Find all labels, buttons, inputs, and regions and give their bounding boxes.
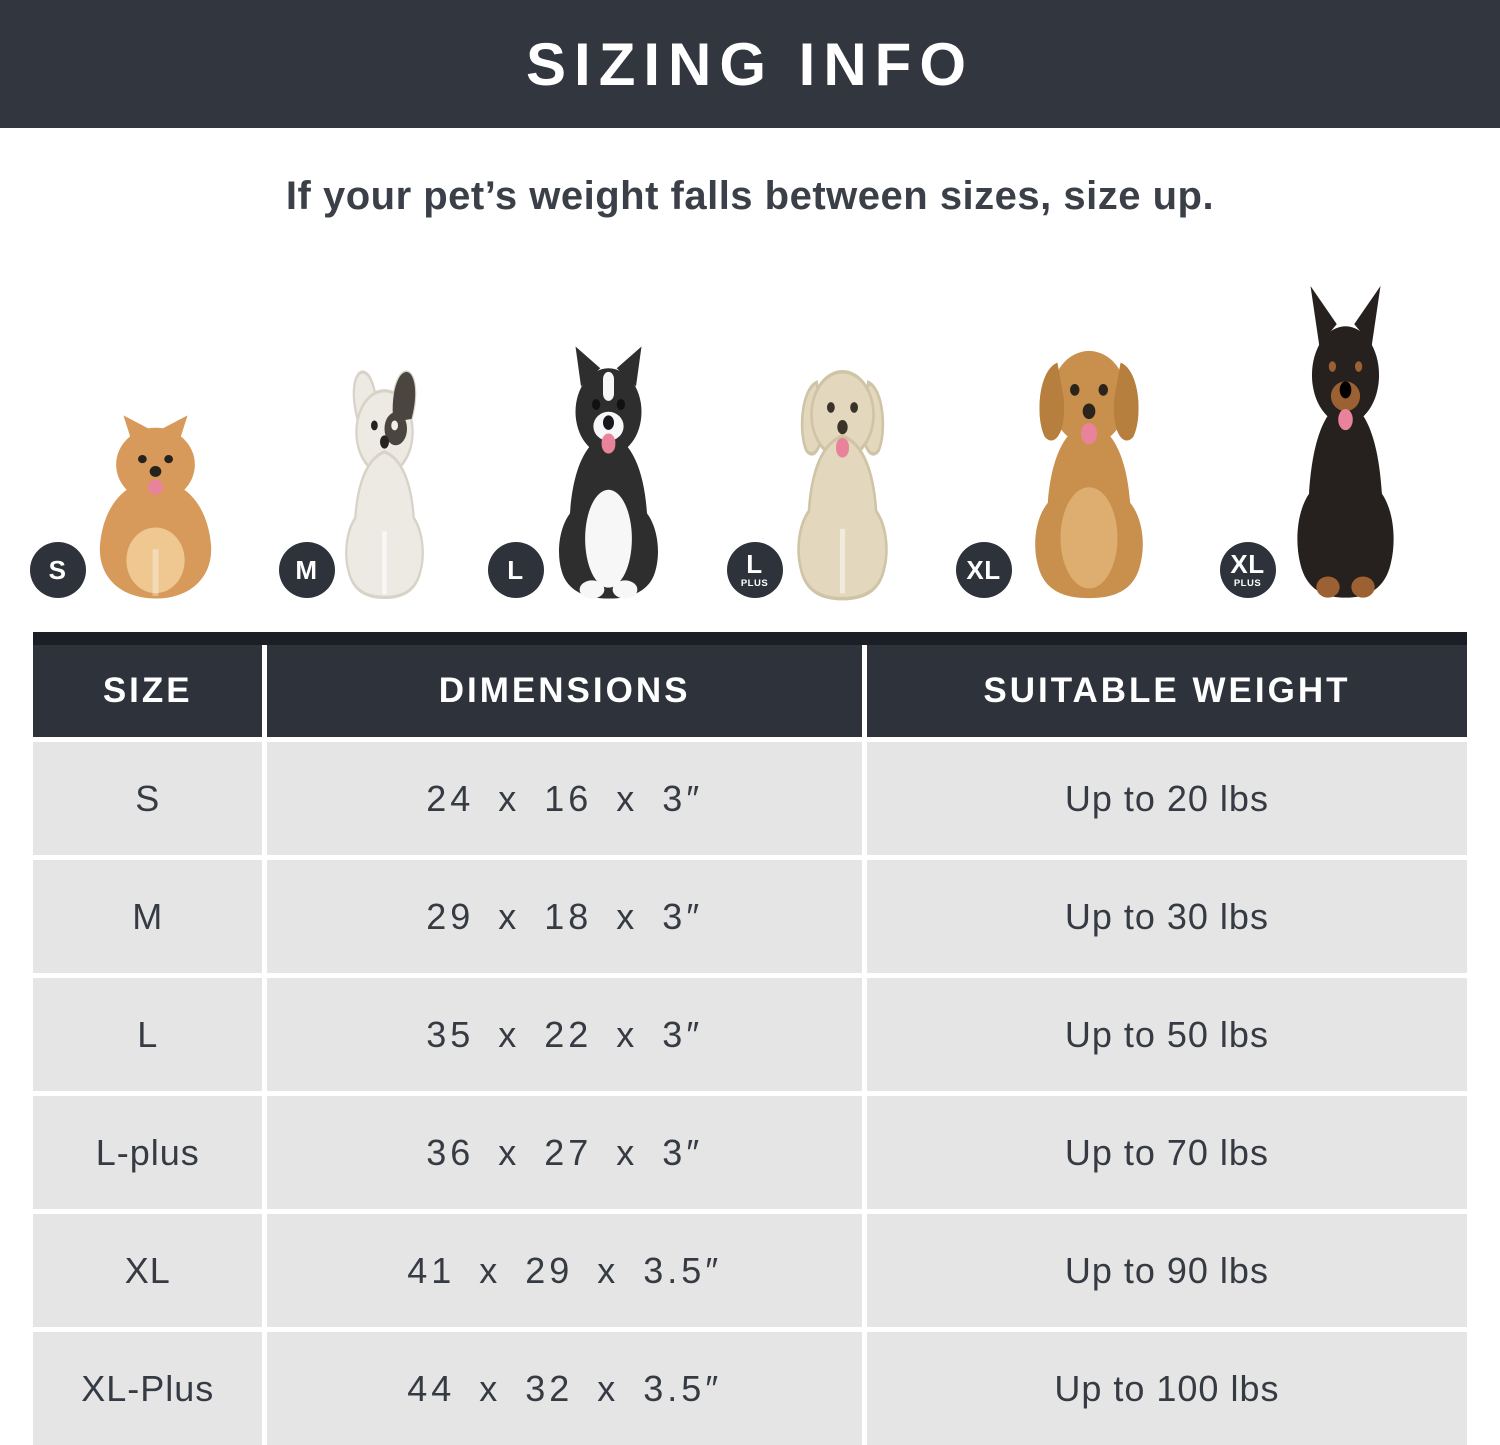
weight-cell: Up to 30 lbs <box>861 860 1467 973</box>
size-badge-m: M <box>278 542 335 598</box>
dimensions-cell: 41 x 29 x 3.5″ <box>262 1214 861 1327</box>
weight-cell: Up to 20 lbs <box>861 742 1467 855</box>
dog-french-bulldog-illustration <box>344 370 424 600</box>
dog-figure-french-bulldog: M <box>278 356 452 604</box>
dog-size-lineup: S M <box>0 242 1500 610</box>
table-header-row: SIZE DIMENSIONS SUITABLE WEIGHT <box>33 632 1467 737</box>
size-cell: S <box>135 777 161 819</box>
size-cell: L-plus <box>95 1131 200 1173</box>
table-header-size: SIZE <box>102 671 193 710</box>
dimensions-cell: 24 x 16 x 3″ <box>262 742 861 855</box>
dimensions-cell: 29 x 18 x 3″ <box>262 860 861 973</box>
subtitle: If your pet’s weight falls between sizes… <box>285 174 1215 218</box>
dog-golden-retriever-illustration <box>1034 350 1143 599</box>
dog-labrador-illustration <box>796 369 888 601</box>
dimensions-cell: 44 x 32 x 3.5″ <box>262 1332 861 1445</box>
size-badge-xl-label: XL <box>966 555 1001 585</box>
dimensions-cell: 36 x 27 x 3″ <box>262 1096 861 1209</box>
table-row: XL-Plus 44 x 32 x 3.5″ Up to 100 lbs <box>33 1332 1467 1445</box>
weight-cell: Up to 100 lbs <box>861 1332 1467 1445</box>
dog-figure-golden-retriever: XL <box>955 312 1184 604</box>
size-badge-l: L <box>487 542 544 598</box>
table-row: L-plus 36 x 27 x 3″ Up to 70 lbs <box>33 1096 1467 1209</box>
size-badge-xl-plus-label: XL <box>1230 549 1265 580</box>
table-header-dimensions: DIMENSIONS <box>262 645 861 737</box>
dimensions-cell: 35 x 22 x 3″ <box>262 978 861 1091</box>
table-row: M 29 x 18 x 3″ Up to 30 lbs <box>33 860 1467 973</box>
size-badge-xl-plus-sublabel: PLUS <box>1233 578 1262 590</box>
table-header-suitable-weight: SUITABLE WEIGHT <box>861 645 1467 737</box>
weight-cell: Up to 70 lbs <box>861 1096 1467 1209</box>
size-badge-s: S <box>29 542 86 598</box>
dog-figure-pomeranian: S <box>29 399 243 604</box>
size-badge-l-plus-sublabel: PLUS <box>740 578 769 590</box>
weight-cell: Up to 50 lbs <box>861 978 1467 1091</box>
size-badge-l-plus: L PLUS <box>726 542 783 598</box>
dog-figure-labrador: L PLUS <box>726 336 920 604</box>
table-row: L 35 x 22 x 3″ Up to 50 lbs <box>33 978 1467 1091</box>
size-cell: M <box>132 895 164 937</box>
dog-doberman-illustration <box>1296 286 1394 598</box>
size-badge-l-label: L <box>507 555 524 585</box>
weight-cell: Up to 90 lbs <box>861 1214 1467 1327</box>
size-cell: L <box>137 1013 159 1055</box>
dog-figure-doberman: XL PLUS <box>1219 286 1433 604</box>
size-badge-xl-plus: XL PLUS <box>1219 542 1276 598</box>
size-cell: XL-Plus <box>81 1367 215 1409</box>
dog-pomeranian-illustration <box>99 415 211 599</box>
table-row: XL 41 x 29 x 3.5″ Up to 90 lbs <box>33 1214 1467 1327</box>
size-cell: XL <box>124 1249 171 1291</box>
page-title: SIZING INFO <box>526 30 974 98</box>
dog-figure-border-collie: L <box>487 332 691 604</box>
size-badge-m-label: M <box>295 555 318 585</box>
size-badge-l-plus-label: L <box>746 549 763 580</box>
table-row: S 24 x 16 x 3″ Up to 20 lbs <box>33 742 1467 855</box>
banner: SIZING INFO <box>0 0 1500 128</box>
size-badge-s-label: S <box>48 555 67 585</box>
dog-border-collie-illustration <box>558 346 658 599</box>
size-badge-xl: XL <box>955 542 1012 598</box>
sizing-table: SIZE DIMENSIONS SUITABLE WEIGHT S 24 x 1… <box>33 632 1467 1445</box>
